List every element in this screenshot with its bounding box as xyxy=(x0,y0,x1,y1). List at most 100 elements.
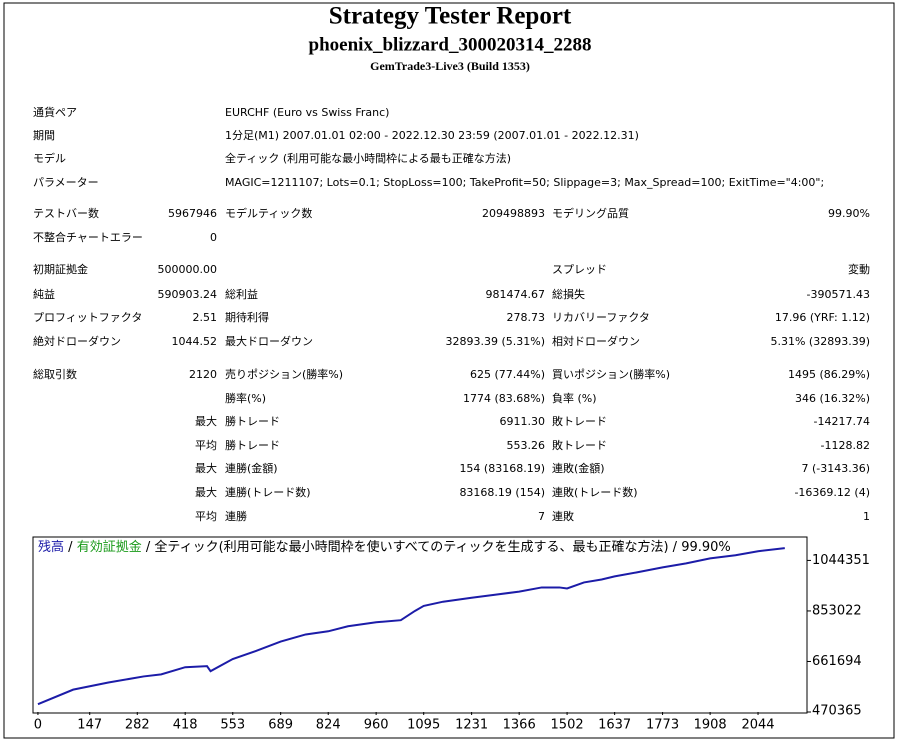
field-value: 17.96 (YRF: 1.12) xyxy=(775,311,870,324)
field-value: 2.51 xyxy=(193,311,218,324)
field-value: 最大 xyxy=(195,485,217,499)
field-label: 敗トレード xyxy=(552,438,607,452)
field-label: 不整合チャートエラー xyxy=(33,230,143,244)
field-label: 期待利得 xyxy=(225,310,269,324)
x-tick-label: 1637 xyxy=(598,718,631,733)
legend-sep: / xyxy=(68,540,73,555)
y-tick-label: 661694 xyxy=(812,654,862,669)
field-value: 209498893 xyxy=(482,207,545,220)
x-tick-label: 553 xyxy=(220,718,245,733)
field-value: 1分足(M1) 2007.01.01 02:00 - 2022.12.30 23… xyxy=(225,129,639,142)
field-label: パラメーター xyxy=(33,176,99,189)
field-label: 初期証拠金 xyxy=(33,262,88,276)
field-value: -16369.12 (4) xyxy=(794,486,870,499)
field-label: テストバー数 xyxy=(33,207,99,220)
field-value: 最大 xyxy=(195,414,217,428)
field-value: 平均 xyxy=(195,510,217,523)
field-value: 6911.30 xyxy=(500,415,546,428)
field-label: 総取引数 xyxy=(33,367,77,381)
field-value: 5.31% (32893.39) xyxy=(770,335,870,348)
report-name: phoenix_blizzard_300020314_2288 xyxy=(309,34,592,55)
field-value: 平均 xyxy=(195,439,217,452)
x-tick-label: 1366 xyxy=(503,718,536,733)
field-label: 連敗(金額) xyxy=(552,461,605,475)
field-label: 敗トレード xyxy=(552,414,607,428)
field-label: 買いポジション(勝率%) xyxy=(552,367,670,381)
field-label: 連勝(トレード数) xyxy=(225,485,311,499)
field-value: 590903.24 xyxy=(158,288,218,301)
field-label: 連敗(トレード数) xyxy=(552,485,638,499)
chart-quality: 99.90% xyxy=(681,540,731,555)
field-value: 1 xyxy=(863,510,870,523)
field-value: 32893.39 (5.31%) xyxy=(445,335,545,348)
field-label: モデルティック数 xyxy=(225,206,312,220)
field-value: 1495 (86.29%) xyxy=(788,368,870,381)
field-label: 相対ドローダウン xyxy=(552,334,640,348)
x-tick-label: 418 xyxy=(173,718,198,733)
field-value: 1774 (83.68%) xyxy=(463,392,545,405)
field-label: 負率 (%) xyxy=(552,391,597,405)
field-value: 83168.19 (154) xyxy=(459,486,545,499)
field-value: 5967946 xyxy=(168,207,217,220)
field-label: 最大ドローダウン xyxy=(225,334,313,348)
report-title: Strategy Tester Report xyxy=(329,3,572,30)
field-value: 981474.67 xyxy=(486,288,546,301)
chart-frame xyxy=(32,536,808,714)
field-value: 278.73 xyxy=(507,311,546,324)
field-value: 最大 xyxy=(195,461,217,475)
field-label: モデル xyxy=(33,151,66,165)
field-label: 期間 xyxy=(33,129,55,142)
field-label: スプレッド xyxy=(552,263,607,276)
field-value: 99.90% xyxy=(828,207,870,220)
x-tick-label: 824 xyxy=(316,718,341,733)
field-value: 1044.52 xyxy=(172,335,218,348)
field-value: 553.26 xyxy=(507,439,546,452)
field-value: EURCHF (Euro vs Swiss Franc) xyxy=(225,106,389,119)
x-tick-label: 1502 xyxy=(551,718,584,733)
field-value: 500000.00 xyxy=(158,263,218,276)
field-label: プロフィットファクタ xyxy=(33,311,142,324)
x-tick-label: 282 xyxy=(125,718,150,733)
field-label: 通貨ペア xyxy=(33,105,77,119)
x-tick-label: 147 xyxy=(77,718,102,733)
field-label: 連勝(金額) xyxy=(225,461,278,475)
field-label: モデリング品質 xyxy=(552,206,629,220)
chart-legend: 残高 / 有効証拠金 / 全ティック(利用可能な最小時間枠を使いすべてのティック… xyxy=(38,539,731,555)
legend-sep: / xyxy=(146,540,151,555)
x-tick-label: 1908 xyxy=(694,718,727,733)
field-label: 総利益 xyxy=(225,287,258,301)
x-tick-label: 1773 xyxy=(646,718,679,733)
x-tick-label: 0 xyxy=(34,718,42,733)
field-label: 絶対ドローダウン xyxy=(33,334,121,348)
field-value: -14217.74 xyxy=(814,415,870,428)
chart-title: 全ティック(利用可能な最小時間枠を使いすべてのティックを生成する、最も正確な方法… xyxy=(154,539,668,555)
x-tick-label: 689 xyxy=(268,718,293,733)
legend-sep: / xyxy=(673,540,678,555)
field-value: 7 xyxy=(538,510,545,523)
legend-balance: 残高 xyxy=(38,539,64,555)
field-label: 連敗 xyxy=(552,509,574,523)
x-tick-label: 960 xyxy=(364,718,389,733)
field-value: 2120 xyxy=(189,368,217,381)
x-tick-label: 1231 xyxy=(455,718,488,733)
field-value: 全ティック (利用可能な最小時間枠による最も正確な方法) xyxy=(225,151,511,165)
legend-equity: 有効証拠金 xyxy=(77,539,142,555)
field-value: 7 (-3143.36) xyxy=(801,462,870,475)
field-label: 売りポジション(勝率%) xyxy=(225,367,343,381)
field-value: 346 (16.32%) xyxy=(795,392,870,405)
field-value: 0 xyxy=(210,231,217,244)
field-value: -1128.82 xyxy=(821,439,870,452)
y-tick-label: 1044351 xyxy=(812,553,870,568)
field-label: 純益 xyxy=(33,287,55,301)
field-value: 625 (77.44%) xyxy=(470,368,545,381)
field-label: リカバリーファクタ xyxy=(552,311,650,324)
report-server: GemTrade3-Live3 (Build 1353) xyxy=(370,59,530,73)
field-label: 勝トレード xyxy=(225,438,280,452)
y-tick-label: 853022 xyxy=(812,603,862,618)
field-label: 勝率(%) xyxy=(225,391,266,405)
field-label: 総損失 xyxy=(552,287,585,301)
field-value: -390571.43 xyxy=(807,288,870,301)
balance-line xyxy=(37,547,785,706)
